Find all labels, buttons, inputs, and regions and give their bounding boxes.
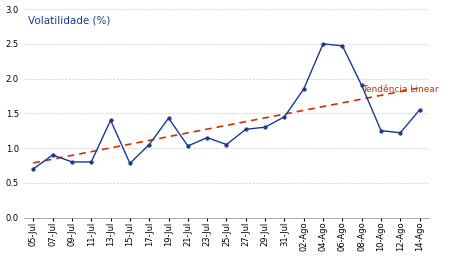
Text: Volatilidade (%): Volatilidade (%) bbox=[28, 15, 110, 25]
Text: Tendência Linear: Tendência Linear bbox=[362, 85, 439, 94]
